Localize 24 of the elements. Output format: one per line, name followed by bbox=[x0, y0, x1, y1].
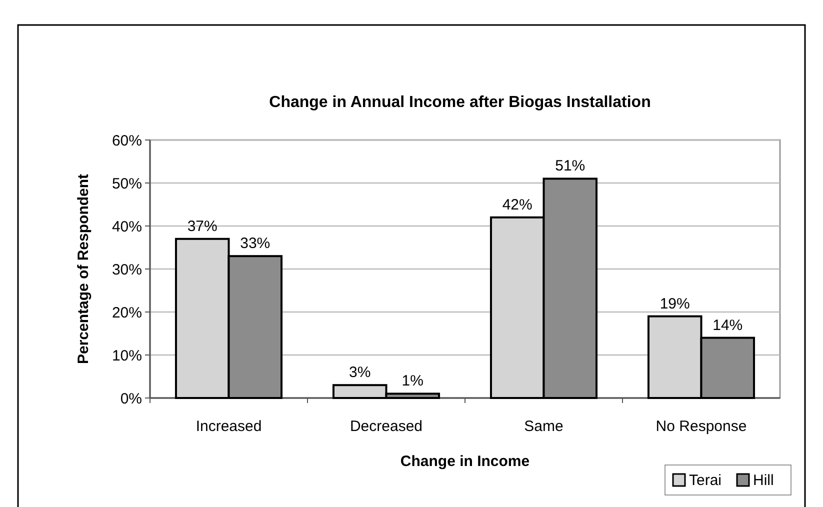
data-label: 37% bbox=[187, 218, 218, 235]
y-axis-title: Percentage of Respondent bbox=[75, 174, 92, 364]
legend-label: Terai bbox=[689, 472, 722, 489]
y-tick-label: 30% bbox=[112, 261, 142, 278]
data-label: 51% bbox=[555, 158, 586, 175]
x-tick-label: No Response bbox=[656, 418, 747, 435]
data-label: 14% bbox=[712, 316, 743, 334]
y-tick-label: 10% bbox=[112, 347, 142, 364]
data-label: 42% bbox=[502, 196, 532, 214]
data-label: 33% bbox=[240, 235, 270, 252]
chart-title: Change in Annual Income after Biogas Installation bbox=[269, 94, 651, 111]
legend-label: Hill bbox=[753, 472, 774, 489]
data-label: 3% bbox=[349, 364, 371, 382]
data-label: 1% bbox=[402, 372, 424, 390]
x-tick-label: Decreased bbox=[350, 418, 423, 435]
y-tick-label: 20% bbox=[112, 304, 142, 322]
x-axis-title: Change in Income bbox=[400, 453, 530, 470]
data-label: 19% bbox=[660, 295, 690, 312]
y-tick-label: 60% bbox=[112, 132, 142, 150]
y-tick-label: 50% bbox=[112, 175, 142, 192]
y-tick-label: 40% bbox=[112, 218, 142, 236]
x-tick-label: Increased bbox=[196, 418, 262, 435]
x-tick-label: Same bbox=[524, 418, 564, 435]
y-tick-label: 0% bbox=[120, 390, 142, 408]
